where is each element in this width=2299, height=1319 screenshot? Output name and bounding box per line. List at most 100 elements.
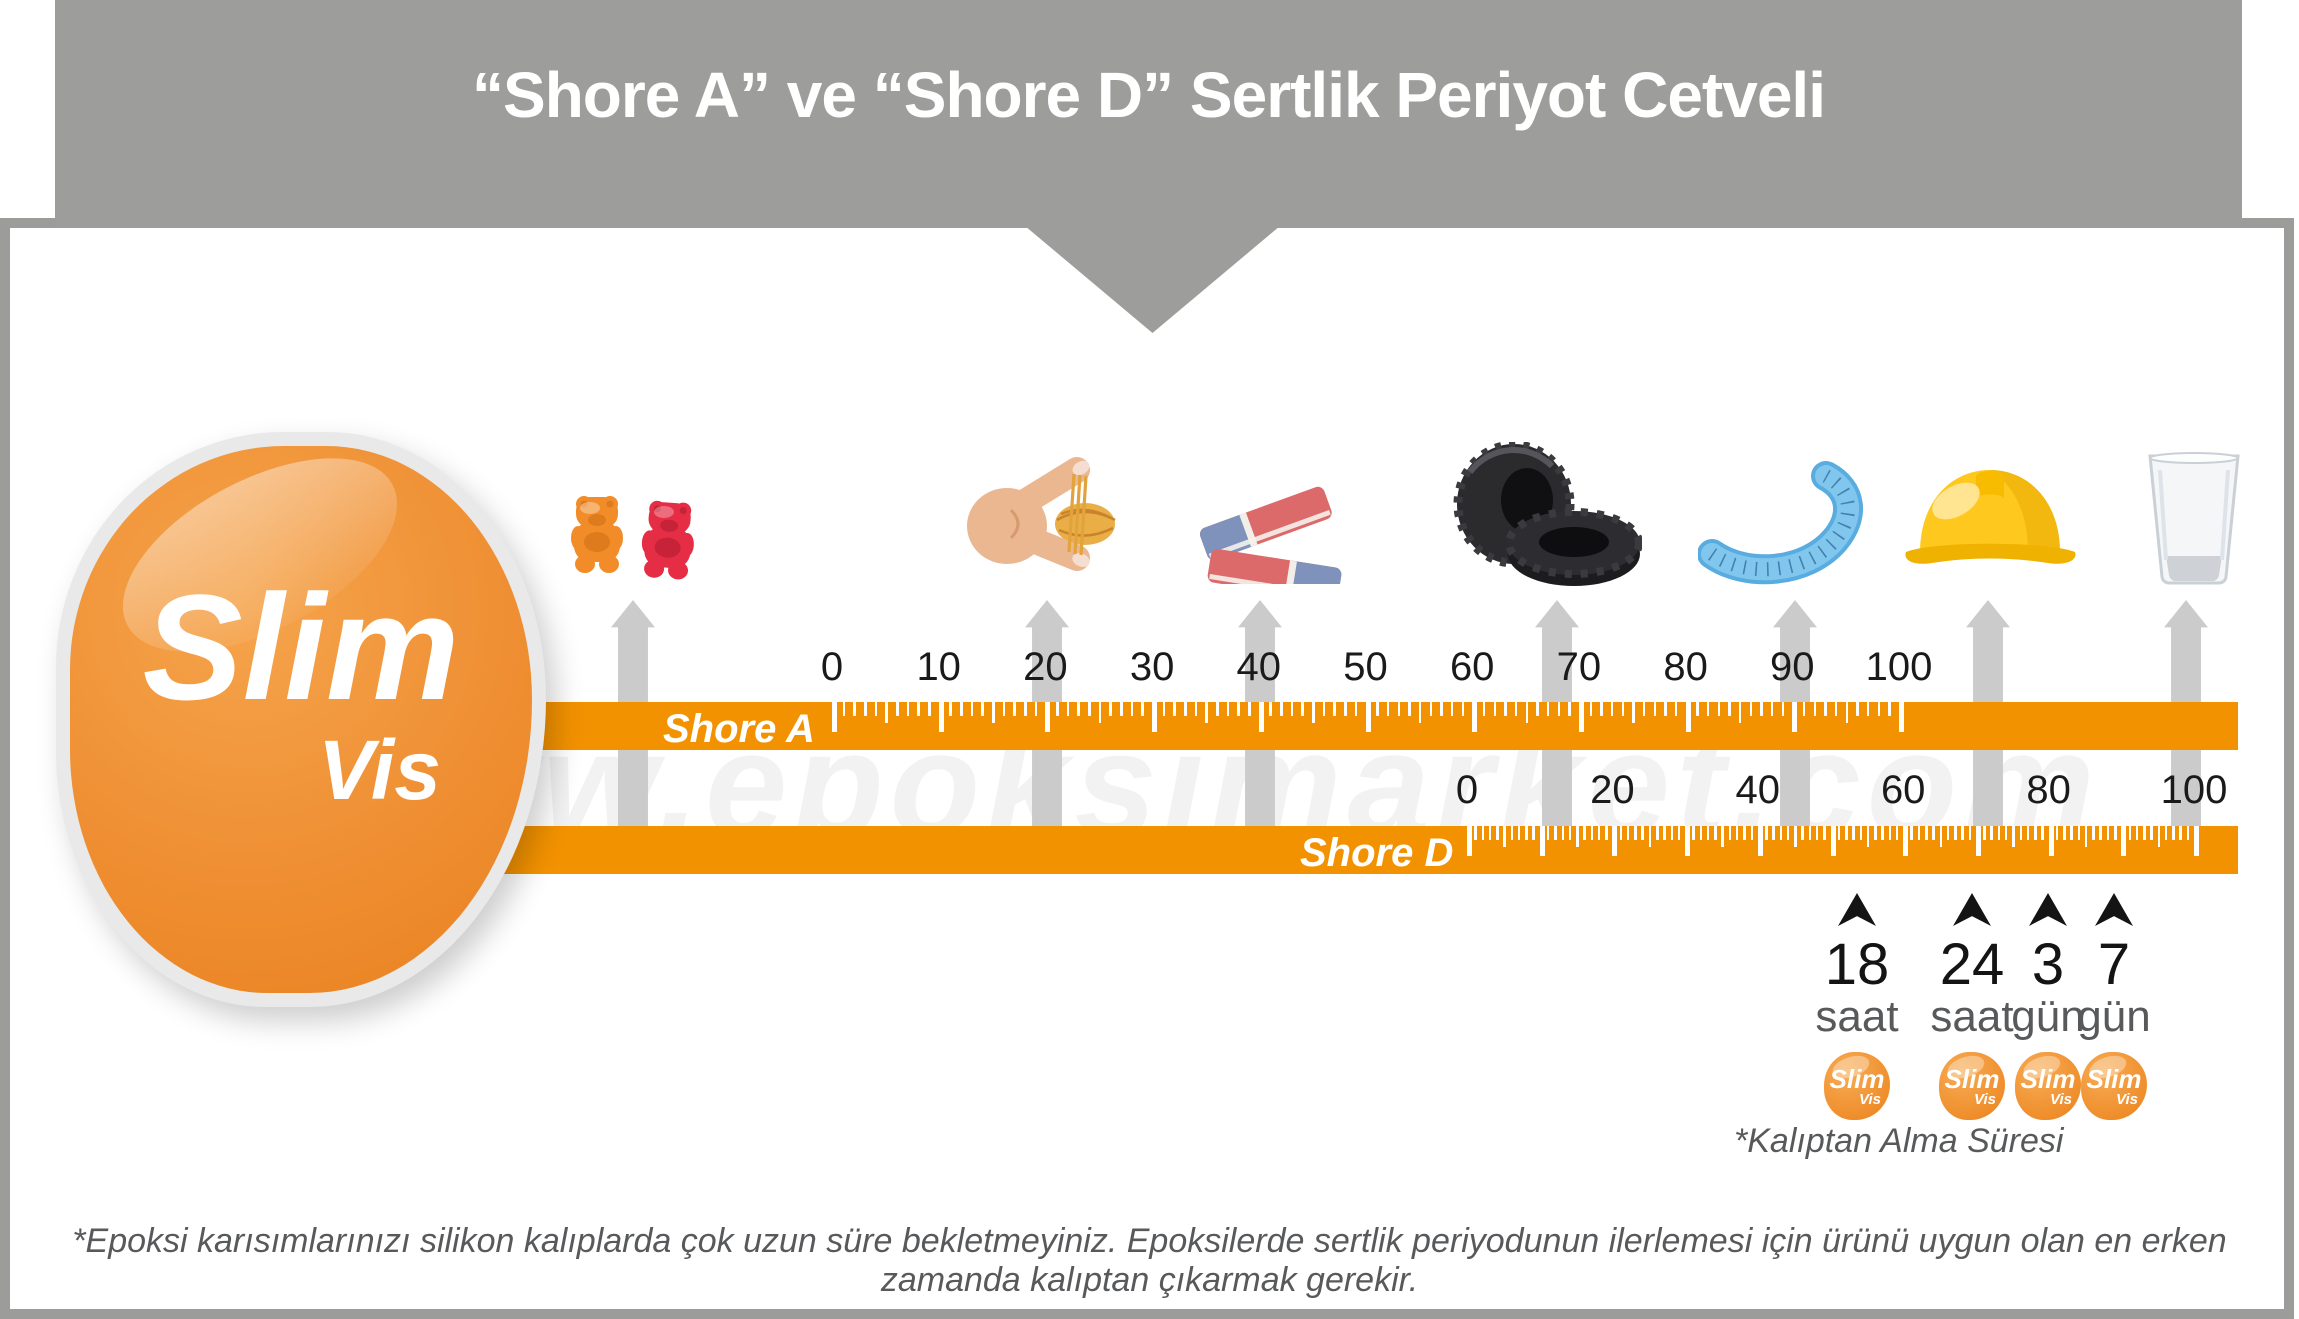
ruler-tick bbox=[1997, 826, 2001, 840]
ruler-tick bbox=[1098, 702, 1102, 723]
ruler-tick bbox=[2114, 826, 2117, 840]
ruler-tick bbox=[1663, 826, 1666, 840]
ruler-tick bbox=[1312, 702, 1315, 723]
ruler-tick bbox=[1152, 702, 1158, 732]
ruler-tick bbox=[2070, 826, 2073, 840]
ruler-tick bbox=[1354, 702, 1358, 716]
ruler-tick bbox=[1738, 702, 1742, 723]
cure-time-unit: gün bbox=[2011, 992, 2085, 1041]
slimvis-badge: Slim Vis bbox=[1824, 1052, 1890, 1120]
demolding-footnote: *Kalıptan Alma Süresi bbox=[1734, 1122, 2064, 1160]
ruler-tick bbox=[1642, 702, 1646, 716]
ruler-tick bbox=[1496, 826, 1499, 840]
ruler-tick bbox=[1474, 826, 1477, 840]
ruler-tick bbox=[1866, 826, 1870, 847]
ruler-tick bbox=[1866, 702, 1870, 716]
ruler-tick bbox=[1685, 702, 1691, 732]
ruler-tick bbox=[1525, 702, 1529, 723]
ruler-tick bbox=[2077, 826, 2081, 840]
slimvis-badge: Slim Vis bbox=[2081, 1052, 2147, 1120]
up-arrow-icon bbox=[1838, 893, 1876, 926]
ruler-tick bbox=[1834, 702, 1838, 716]
ruler-tick bbox=[1743, 826, 1746, 840]
ruler-tick bbox=[1503, 826, 1506, 847]
ruler-tick bbox=[1728, 826, 1732, 840]
ruler-tick bbox=[1685, 826, 1691, 856]
scale-tick-label: 100 bbox=[2160, 768, 2228, 812]
cure-time-7-gün: 7 gün Slim Vis bbox=[2069, 893, 2159, 1120]
ruler-tick bbox=[1130, 702, 1134, 716]
ruler-tick bbox=[1322, 702, 1326, 716]
badge-text-vis: Vis bbox=[1859, 1091, 1881, 1108]
ruler-tick bbox=[1824, 702, 1827, 716]
badge-text-vis: Vis bbox=[2050, 1091, 2072, 1108]
ruler-tick bbox=[1895, 826, 1899, 840]
ruler-tick bbox=[1194, 702, 1198, 716]
ruler-tick bbox=[1002, 702, 1006, 716]
ruler-tick bbox=[1975, 826, 1981, 856]
ruler-tick bbox=[1504, 702, 1507, 716]
ruler-tick bbox=[2143, 826, 2146, 840]
ruler-tick bbox=[1333, 702, 1336, 716]
ruler-tick bbox=[1706, 702, 1710, 716]
ruler-tick bbox=[864, 702, 867, 716]
ruler-tick bbox=[2004, 826, 2008, 840]
ruler-tick bbox=[2019, 826, 2023, 840]
ruler-tick bbox=[874, 702, 878, 716]
ruler-tick bbox=[2128, 826, 2132, 840]
ruler-tick bbox=[1750, 826, 1754, 840]
ruler-tick bbox=[2135, 826, 2139, 840]
scale-tick-label: 30 bbox=[1129, 645, 1175, 689]
ruler-tick bbox=[938, 702, 944, 732]
ruler-tick bbox=[2106, 826, 2110, 840]
ruler-tick bbox=[1525, 826, 1528, 840]
scale-tick-label: 80 bbox=[1663, 645, 1708, 689]
ruler-tick bbox=[1925, 826, 1928, 840]
ruler-tick bbox=[1696, 702, 1699, 716]
ruler-tick bbox=[1510, 826, 1514, 840]
ruler-tick bbox=[1386, 702, 1390, 716]
badge-text-slim: Slim bbox=[2020, 1064, 2076, 1094]
logo-text-vis: Vis bbox=[318, 723, 441, 817]
badge-text-slim: Slim bbox=[1829, 1064, 1885, 1094]
ruler-tick bbox=[1237, 702, 1240, 716]
ruler-tick bbox=[1706, 826, 1710, 840]
ruler-tick bbox=[2055, 826, 2059, 840]
ruler-tick bbox=[1621, 702, 1625, 716]
ruler-tick bbox=[1626, 826, 1630, 840]
ruler-tick bbox=[1714, 826, 1717, 840]
ruler-tick bbox=[1546, 826, 1550, 840]
cure-time-18-saat: 18 saat Slim Vis bbox=[1812, 893, 1902, 1120]
ruler-tick bbox=[1765, 826, 1768, 840]
hard-hat-icon bbox=[1898, 455, 2083, 590]
ruler-tick bbox=[1589, 702, 1593, 716]
ruler-tick bbox=[1546, 702, 1550, 716]
cure-time-value: 24 bbox=[1939, 932, 2005, 997]
ruler-tick bbox=[2012, 826, 2015, 847]
ruler-tick bbox=[1692, 826, 1695, 840]
ruler-tick bbox=[1749, 702, 1753, 716]
ruler-tick bbox=[1301, 702, 1304, 716]
ruler-tick bbox=[1226, 702, 1230, 716]
ruler-tick bbox=[1488, 826, 1492, 840]
ruler-tick bbox=[1461, 702, 1465, 716]
rubber-band-icon bbox=[965, 448, 1135, 593]
ruler-tick bbox=[1482, 702, 1486, 716]
ruler-tick bbox=[1760, 702, 1763, 716]
scale-tick-label: 10 bbox=[916, 645, 961, 689]
up-arrow-icon bbox=[2029, 893, 2067, 926]
ruler-tick bbox=[1634, 826, 1637, 840]
ruler-tick bbox=[1619, 826, 1623, 840]
up-arrow-icon bbox=[1953, 893, 1991, 926]
ruler-tick bbox=[1141, 702, 1144, 716]
ruler-tick bbox=[1056, 702, 1059, 716]
ruler-tick bbox=[1961, 826, 1964, 840]
ruler-tick bbox=[2121, 826, 2127, 856]
ruler-tick bbox=[1674, 702, 1678, 716]
ruler-tick bbox=[1162, 702, 1166, 716]
ruler-tick bbox=[1772, 826, 1775, 840]
ruler-tick bbox=[896, 702, 899, 716]
ruler-tick bbox=[1859, 826, 1863, 840]
scale-tick-label: 90 bbox=[1770, 645, 1815, 689]
ruler-tick bbox=[1728, 702, 1731, 716]
